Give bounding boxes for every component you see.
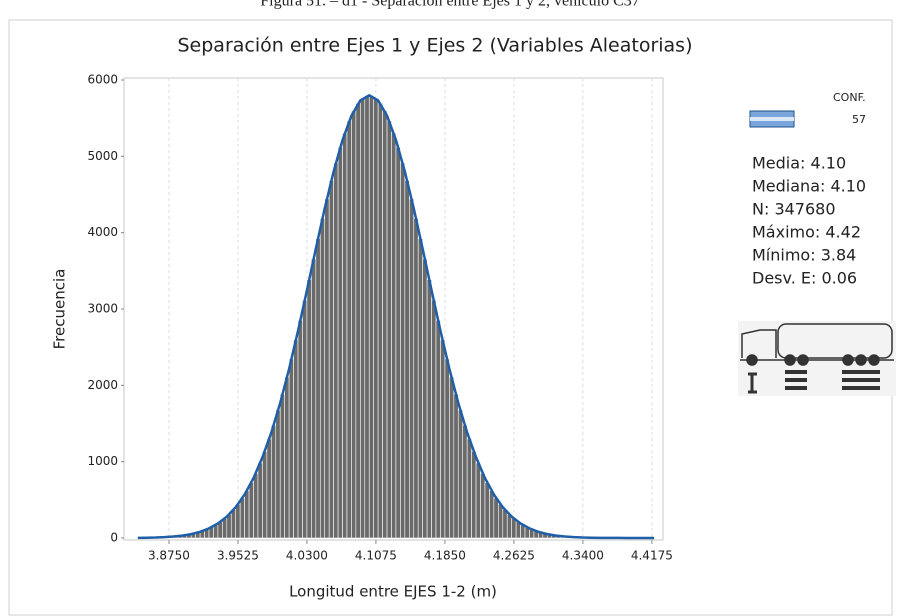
bar: [391, 132, 397, 539]
bar: [480, 473, 486, 539]
bar: [230, 509, 237, 539]
bar: [484, 482, 490, 539]
bar: [444, 358, 450, 539]
y-axis-label: Frecuencia: [51, 269, 69, 350]
fit-curve: [137, 93, 655, 540]
bar: [266, 438, 272, 539]
bar: [239, 497, 245, 539]
bar: [377, 103, 383, 539]
bar: [404, 180, 410, 539]
x-tick-label: 3.8750: [148, 549, 190, 563]
bar: [382, 110, 388, 539]
x-tick-label: 4.2625: [493, 549, 535, 563]
legend-title: CONF.: [833, 91, 866, 104]
bar: [364, 95, 370, 539]
x-tick-label: 4.1075: [355, 549, 397, 563]
y-tick-label: 6000: [87, 73, 118, 87]
bar: [275, 409, 281, 539]
bar: [449, 376, 455, 539]
x-tick-label: 4.3400: [562, 549, 604, 563]
legend-label: 57: [852, 113, 866, 126]
bar: [355, 103, 361, 539]
chart-title: Separación entre Ejes 1 y Ejes 2 (Variab…: [177, 35, 692, 57]
stat-line: N: 347680: [752, 200, 836, 219]
bar: [395, 146, 401, 539]
bar: [489, 490, 495, 539]
bar: [284, 376, 290, 539]
bar: [244, 490, 250, 539]
bar: [342, 132, 348, 539]
stat-line: Mediana: 4.10: [752, 177, 866, 196]
bar: [288, 358, 294, 539]
stat-line: Mínimo: 3.84: [752, 246, 856, 265]
bar: [511, 518, 517, 539]
bar: [422, 258, 428, 539]
stat-line: Media: 4.10: [752, 154, 846, 173]
bar: [226, 514, 232, 539]
bar: [466, 438, 472, 539]
bar: [279, 393, 285, 539]
bar: [262, 451, 268, 539]
bar: [400, 162, 406, 539]
legend-swatch-stripe: [750, 117, 794, 121]
bar: [311, 258, 317, 539]
bar: [471, 451, 477, 539]
bar: [417, 238, 423, 539]
bar: [306, 279, 312, 539]
bar: [257, 462, 263, 539]
bar: [493, 497, 499, 539]
bar: [386, 120, 392, 539]
y-tick-label: 3000: [87, 302, 118, 316]
bar: [293, 339, 299, 539]
bar: [324, 198, 330, 539]
bar: [271, 424, 277, 539]
y-tick-label: 1000: [87, 454, 118, 468]
caption: Figura 51. – d1 - Separación entre Ejes …: [260, 0, 639, 10]
bar: [457, 409, 464, 539]
bar: [333, 162, 339, 539]
bar: [235, 503, 241, 539]
stat-line: Desv. E: 0.06: [752, 269, 857, 288]
bar: [297, 320, 303, 539]
bar: [346, 120, 352, 539]
bar: [409, 198, 415, 539]
x-tick-label: 3.9525: [217, 549, 259, 563]
bar: [506, 514, 512, 539]
bar: [253, 473, 259, 539]
bar: [453, 393, 459, 539]
x-tick-label: 4.0300: [286, 549, 328, 563]
bar: [351, 110, 357, 539]
bar: [373, 97, 379, 539]
bar: [222, 518, 228, 539]
y-tick-label: 2000: [87, 378, 118, 392]
x-tick-label: 4.4175: [631, 549, 673, 563]
truck-icon: [738, 321, 896, 396]
x-axis-label: Longitud entre EJES 1-2 (m): [289, 583, 497, 601]
bar: [435, 320, 441, 539]
bar: [328, 180, 334, 539]
bar: [475, 462, 481, 539]
bar: [360, 97, 366, 539]
bar: [248, 482, 254, 539]
y-tick-label: 4000: [87, 225, 118, 239]
y-tick-label: 5000: [87, 149, 118, 163]
legend-swatch: [749, 110, 795, 128]
bar: [315, 238, 321, 539]
bar: [498, 503, 504, 539]
bar: [440, 339, 446, 539]
bar: [368, 95, 374, 539]
bar: [337, 146, 343, 539]
bar: [413, 218, 419, 539]
bar: [502, 509, 508, 539]
x-tick-label: 4.1850: [424, 549, 466, 563]
stat-line: Máximo: 4.42: [752, 223, 861, 242]
bar: [462, 424, 468, 539]
y-tick-label: 0: [110, 531, 118, 545]
bar: [431, 299, 437, 539]
bar: [302, 299, 308, 539]
bar: [319, 218, 326, 539]
bar: [426, 279, 432, 539]
